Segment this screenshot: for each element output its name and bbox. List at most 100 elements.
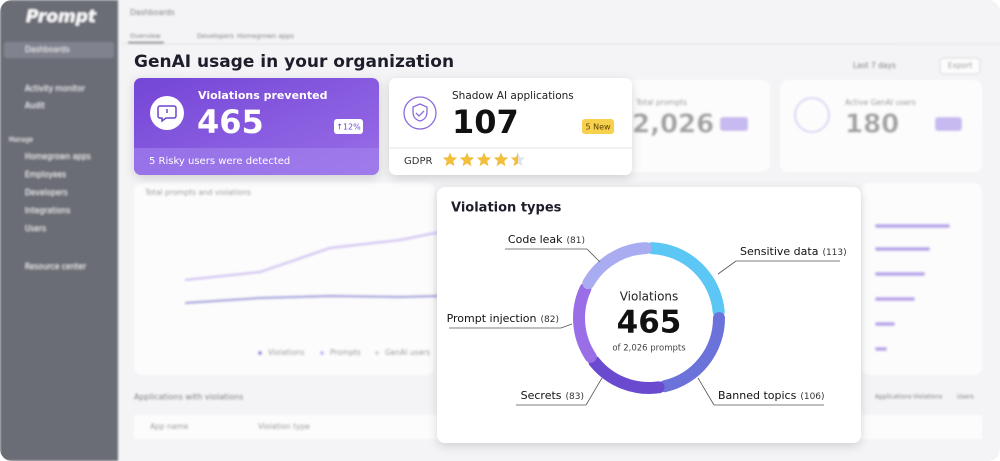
card-title: Total prompts <box>635 98 687 107</box>
leader-line <box>505 248 601 263</box>
star <box>493 152 509 167</box>
legend-dot <box>320 351 324 355</box>
nav-item[interactable]: Dashboards <box>25 45 70 54</box>
card-icon <box>403 96 437 130</box>
segment-label: Secrets (83) <box>521 389 584 402</box>
bg-line <box>184 294 441 305</box>
nav-item[interactable]: Activity monitor <box>25 84 86 93</box>
card-footer: 5 Risky users were detected <box>149 156 290 167</box>
star <box>459 152 475 167</box>
card-value: 180 <box>845 110 899 140</box>
tab[interactable]: Users <box>957 394 974 401</box>
legend-label: Violations <box>268 348 305 357</box>
segment-name: Code leak <box>508 233 563 246</box>
leader-line <box>697 377 824 406</box>
bg-bar <box>875 272 925 276</box>
rating-stars <box>442 152 526 167</box>
nav-item[interactable]: Employees <box>25 170 66 179</box>
donut-segment <box>573 282 597 363</box>
nav-item[interactable]: Resource center <box>25 262 87 271</box>
badge-label: ↑12% <box>336 123 361 132</box>
shadow-ai-card <box>389 78 632 175</box>
card-value: 2,026 <box>632 110 714 140</box>
icon-glyph <box>157 105 177 123</box>
donut-segment <box>582 242 652 290</box>
segment-name: Prompt injection <box>447 312 537 325</box>
nav-item[interactable]: Integrations <box>25 206 70 215</box>
panel <box>862 183 982 375</box>
badge <box>334 119 363 134</box>
column-header: Violation type <box>258 422 310 431</box>
star <box>442 152 458 167</box>
donut-segment <box>658 312 725 393</box>
card <box>610 80 770 172</box>
badge-label: 5 New <box>585 123 611 132</box>
tab-underline <box>128 42 164 44</box>
legend-label: GenAI users <box>385 348 430 357</box>
segment-label: Code leak (81) <box>508 233 585 246</box>
bg-bar <box>875 224 950 228</box>
export-label[interactable]: Export <box>948 61 973 70</box>
breadcrumb: Dashboards <box>130 8 175 17</box>
legend-label: Prompts <box>330 348 361 357</box>
segment-value-label: (113) <box>822 248 846 258</box>
tab[interactable]: Developers <box>197 32 234 40</box>
card-title: Violation types <box>451 201 562 216</box>
leader-line <box>717 260 840 275</box>
nav-item[interactable]: Users <box>25 224 46 233</box>
segment-label: Sensitive data (113) <box>740 245 847 258</box>
card-title: Shadow AI applications <box>452 90 574 102</box>
icon-glyph <box>412 103 428 122</box>
rating-label: GDPR <box>404 156 432 167</box>
export-button[interactable] <box>939 57 981 75</box>
segment-name: Banned topics <box>718 389 797 402</box>
tab[interactable]: Homegrown apps <box>237 32 295 40</box>
nav-item[interactable]: Audit <box>25 101 45 110</box>
tab[interactable]: Overview <box>130 32 161 40</box>
segment-value-label: (106) <box>800 392 824 402</box>
donut-segment <box>646 242 725 318</box>
bg-line <box>184 230 441 282</box>
nav-item[interactable]: Homegrown apps <box>25 152 91 161</box>
segment-value-label: (82) <box>541 315 559 325</box>
bg-bar <box>875 297 915 301</box>
badge <box>935 117 962 131</box>
leader-line <box>449 323 573 329</box>
card <box>780 80 982 172</box>
donut-center-caption: of 2,026 prompts <box>612 344 686 354</box>
legend-dot <box>375 351 379 355</box>
brand: Prompt <box>26 7 97 27</box>
violations-card <box>134 78 379 175</box>
donut: Sensitive data (113) Banned topics (106) Sec… <box>447 233 847 406</box>
bg-bar <box>875 247 930 251</box>
tab[interactable]: Applications <box>875 394 912 401</box>
panel <box>134 183 434 375</box>
card-title: Violations prevented <box>198 89 327 102</box>
tab[interactable]: Violations <box>913 394 942 401</box>
segment-name: Secrets <box>521 389 562 402</box>
date-range[interactable]: Last 7 days <box>853 61 896 70</box>
nav-item[interactable]: Developers <box>25 188 68 197</box>
legend-dot <box>258 351 262 355</box>
bg-bar <box>875 347 887 351</box>
segment-label: Prompt injection (82) <box>447 312 559 325</box>
card-footer-bg <box>134 148 379 175</box>
segment-name: Sensitive data <box>740 245 818 258</box>
bg-bar <box>875 322 895 326</box>
donut-segment <box>588 355 665 394</box>
star <box>510 152 518 167</box>
star <box>476 152 492 167</box>
violation-types-card <box>437 187 861 443</box>
segment-value-label: (81) <box>567 236 585 246</box>
donut-center-value: 465 <box>617 305 682 341</box>
column-header: App name <box>150 422 189 431</box>
sidebar: Prompt Dashboards Activity monitor Audit… <box>0 0 118 461</box>
card-value: 465 <box>197 103 264 141</box>
badge <box>720 117 748 131</box>
page-title: GenAI usage in your organization <box>134 52 454 72</box>
sidebar-bg <box>0 0 118 461</box>
